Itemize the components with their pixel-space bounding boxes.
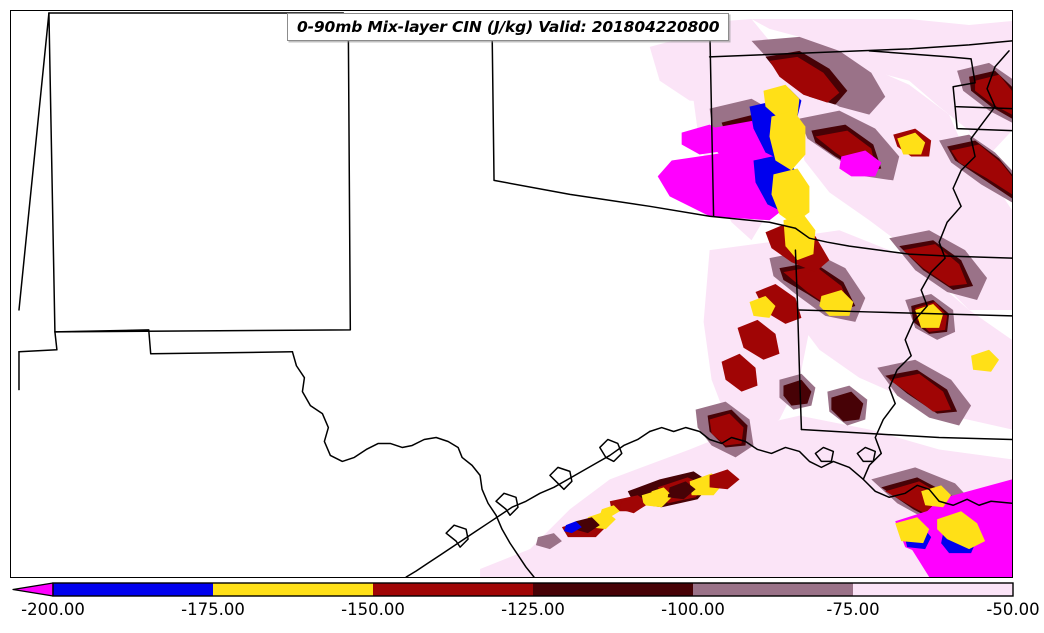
- border-az-nm-west: [18, 12, 50, 311]
- coastline-vermilion-bay: [814, 446, 835, 463]
- border-ar-mo-east: [954, 105, 1012, 132]
- border-la-ms: [800, 428, 1012, 441]
- colorbar-tick-label: -75.00: [826, 600, 880, 619]
- colorbar-tick-label: -175.00: [181, 600, 245, 619]
- map-canvas: [18, 12, 1012, 577]
- cin-contour-field: [480, 18, 1012, 577]
- border-ar-la-tx: [794, 249, 803, 431]
- cin-band-175-150: [587, 84, 1000, 550]
- coastline-la-delta: [862, 478, 1012, 507]
- cin-coastal-speckle: [535, 469, 740, 550]
- map-panel: [10, 10, 1013, 578]
- page-title: 0-90mb Mix-layer CIN (J/kg) Valid: 20180…: [297, 18, 720, 36]
- coastline-matagorda-bay: [549, 466, 573, 491]
- coastline-galveston-bay: [599, 438, 623, 463]
- colorbar-tick-label: -150.00: [341, 600, 405, 619]
- coastline-corpus-bay: [495, 492, 519, 516]
- colorbar-canvas: [12, 582, 1014, 597]
- border-nm-south-west: [18, 331, 58, 353]
- border-ar-la: [798, 309, 1012, 317]
- colorbar-band: [373, 583, 533, 596]
- coastline-tx-gulf: [405, 430, 651, 577]
- border-new-mexico: [48, 12, 352, 333]
- colorbar-tick-label: -50.00: [986, 600, 1040, 619]
- border-rio-grande: [291, 351, 535, 577]
- colorbar-band: [693, 583, 853, 596]
- colorbar-frame: [52, 582, 1014, 597]
- border-ok-tx-red-river: [794, 227, 1012, 259]
- border-ok-ks: [708, 40, 1012, 58]
- border-ok-tx-east-panhandle: [708, 18, 715, 218]
- colorbar: -200.00 -175.00 -150.00 -125.00 -100.00 -75.0…: [0, 578, 1044, 633]
- coastline-laguna-madre: [445, 524, 469, 548]
- border-mississippi-river: [862, 50, 1010, 481]
- colorbar-extend-arrow-min: [12, 582, 54, 597]
- colorbar-tick-label: -100.00: [661, 600, 725, 619]
- colorbar-band: [53, 583, 213, 596]
- border-tx-ok-panhandle: [349, 24, 797, 229]
- political-boundaries: [18, 12, 1012, 577]
- colorbar-band: [533, 583, 693, 596]
- colorbar-bands: [12, 582, 1013, 597]
- coastline-lake-pontchartrain: [856, 446, 877, 463]
- map-title-box: 0-90mb Mix-layer CIN (J/kg) Valid: 20180…: [287, 13, 730, 41]
- border-nm-tx-south: [54, 329, 294, 355]
- colorbar-tick-label: -200.00: [21, 600, 85, 619]
- colorbar-band: [213, 583, 373, 596]
- colorbar-tick-label: -125.00: [501, 600, 565, 619]
- colorbar-band: [853, 583, 1013, 596]
- coastline-la-west: [648, 426, 865, 481]
